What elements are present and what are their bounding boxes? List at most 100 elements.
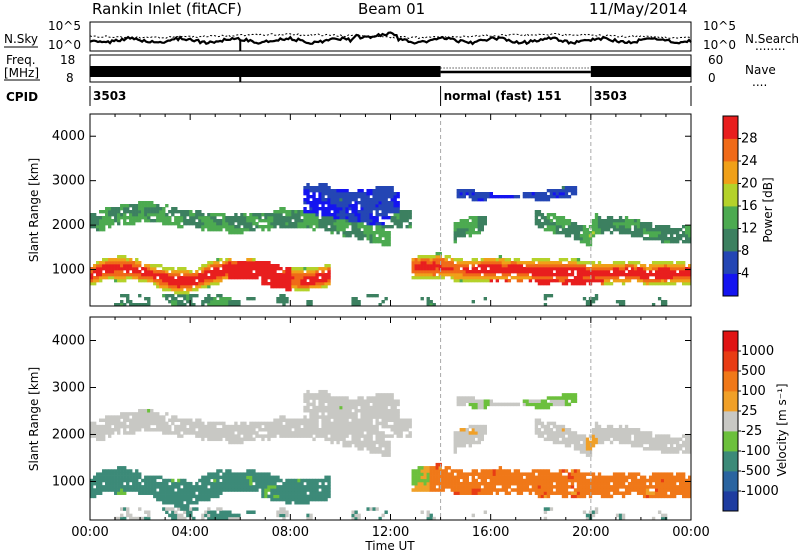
heatmap-cell xyxy=(231,513,235,518)
heatmap-cell xyxy=(315,418,319,423)
heatmap-cell xyxy=(228,428,232,432)
heatmap-cell xyxy=(306,189,310,193)
heatmap-cell xyxy=(339,408,343,413)
heatmap-cell xyxy=(192,222,196,226)
heatmap-cell xyxy=(282,282,286,286)
heatmap-cell xyxy=(579,279,584,283)
heatmap-cell xyxy=(207,481,211,486)
heatmap-cell xyxy=(363,428,367,432)
heatmap-cell xyxy=(225,264,229,268)
heatmap-cell xyxy=(216,494,220,499)
heatmap-cell xyxy=(525,270,530,274)
heatmap-cell xyxy=(123,516,127,521)
heatmap-cell xyxy=(291,421,295,426)
heatmap-cell xyxy=(537,418,542,423)
heatmap-cell xyxy=(393,207,397,211)
heatmap-cell xyxy=(360,192,364,196)
heatmap-cell xyxy=(420,478,424,483)
heatmap-cell xyxy=(228,516,232,521)
heatmap-cell xyxy=(549,485,554,489)
heatmap-cell xyxy=(162,491,166,495)
heatmap-cell xyxy=(564,475,569,480)
heatmap-cell xyxy=(498,261,503,265)
heatmap-cell xyxy=(552,228,557,232)
heatmap-cell xyxy=(537,195,542,199)
heatmap-cell xyxy=(138,201,142,205)
heatmap-cell xyxy=(342,402,346,407)
heatmap-cell xyxy=(213,510,217,514)
heatmap-cell xyxy=(447,485,451,489)
heatmap-cell xyxy=(183,504,187,508)
heatmap-cell xyxy=(309,213,313,217)
heatmap-cell xyxy=(441,276,445,280)
heatmap-cell xyxy=(483,478,487,483)
heatmap-cell xyxy=(231,428,235,432)
heatmap-cell xyxy=(126,264,130,268)
heatmap-cell xyxy=(159,415,163,419)
heatmap-cell xyxy=(546,472,551,476)
heatmap-cell xyxy=(294,288,298,292)
heatmap-cell xyxy=(435,466,439,470)
heatmap-cell xyxy=(354,222,358,226)
heatmap-cell xyxy=(99,475,103,480)
heatmap-cell xyxy=(525,273,530,277)
heatmap-cell xyxy=(564,192,569,196)
heatmap-cell xyxy=(141,303,145,307)
heatmap-cell xyxy=(282,279,286,283)
heatmap-cell xyxy=(348,399,352,403)
heatmap-cell xyxy=(555,216,560,220)
heatmap-cell xyxy=(186,285,190,289)
heatmap-cell xyxy=(327,219,331,223)
heatmap-cell xyxy=(555,222,560,226)
heatmap-cell xyxy=(234,475,238,480)
heatmap-cell xyxy=(453,279,457,283)
heatmap-cell xyxy=(192,303,196,307)
heatmap-cell xyxy=(522,267,527,271)
heatmap-cell xyxy=(645,273,650,277)
heatmap-cell xyxy=(564,478,569,483)
heatmap-cell xyxy=(198,225,202,229)
heatmap-cell xyxy=(522,488,527,492)
heatmap-cell xyxy=(117,418,121,423)
heatmap-cell xyxy=(426,258,430,262)
heatmap-cell xyxy=(135,421,139,426)
heatmap-cell xyxy=(324,213,328,217)
noise-panel: N.Sky 10^5 10^0 10^5 10^0 N.Search .....… xyxy=(4,19,799,53)
heatmap-cell xyxy=(183,294,187,298)
heatmap-cell xyxy=(522,192,527,196)
heatmap-cell xyxy=(132,424,136,429)
heatmap-cell xyxy=(300,276,304,280)
heatmap-cell xyxy=(537,475,542,480)
heatmap-cell xyxy=(237,222,241,226)
heatmap-cell xyxy=(117,478,121,483)
heatmap-cell xyxy=(486,491,491,495)
heatmap-cell xyxy=(147,516,151,521)
heatmap-cell xyxy=(525,402,530,407)
heatmap-cell xyxy=(561,440,566,445)
heatmap-cell xyxy=(369,424,373,429)
heatmap-cell xyxy=(591,279,596,283)
heatmap-cell xyxy=(255,276,259,280)
heatmap-cell xyxy=(210,488,214,492)
heatmap-cell xyxy=(312,201,316,205)
heatmap-cell xyxy=(468,273,472,277)
heatmap-cell xyxy=(342,231,346,235)
heatmap-cell xyxy=(498,478,503,483)
heatmap-cell xyxy=(312,412,316,416)
heatmap-cell xyxy=(477,273,481,277)
heatmap-cell xyxy=(648,237,653,241)
heatmap-cell xyxy=(216,485,220,489)
heatmap-cell xyxy=(105,428,109,432)
heatmap-cell xyxy=(207,428,211,432)
heatmap-cell xyxy=(123,279,127,283)
heatmap-cell xyxy=(315,282,319,286)
heatmap-cell xyxy=(147,412,151,416)
heatmap-cell xyxy=(135,488,139,492)
heatmap-cell xyxy=(288,481,292,486)
heatmap-cell xyxy=(213,264,217,268)
heatmap-cell xyxy=(384,443,388,448)
heatmap-cell xyxy=(288,273,292,277)
heatmap-cell xyxy=(393,216,397,220)
heatmap-cell xyxy=(660,231,665,235)
heatmap-cell xyxy=(384,424,388,429)
